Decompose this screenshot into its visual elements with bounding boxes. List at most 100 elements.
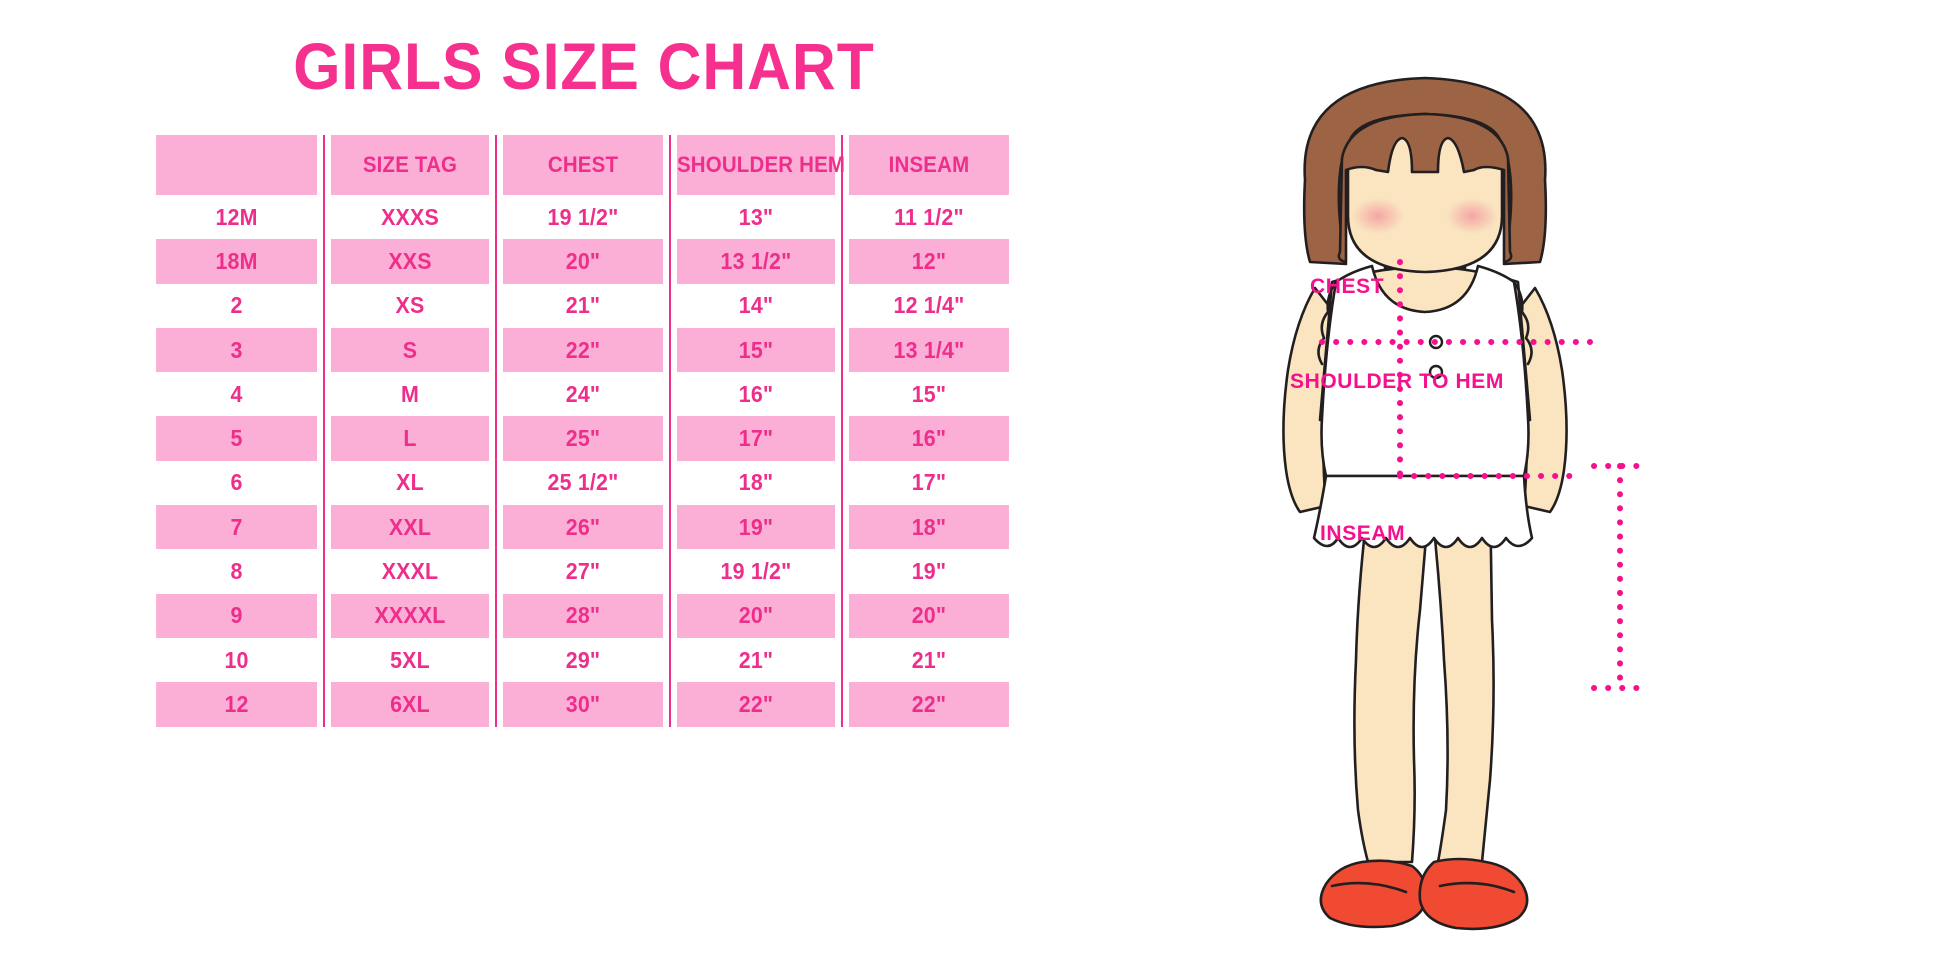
cell-size-tag: XXXL bbox=[329, 549, 490, 594]
table-row: 18M XXS 20" 13 1/2" 12" bbox=[150, 239, 1015, 284]
cell-size-tag: XS bbox=[329, 283, 490, 328]
cell-chest: 24" bbox=[501, 372, 664, 417]
cell-inseam: 11 1/2" bbox=[847, 195, 1009, 240]
inseam-measurement-label: INSEAM bbox=[1320, 522, 1406, 545]
cell-size: 8 bbox=[156, 549, 318, 594]
cell-inseam: 22" bbox=[847, 682, 1009, 727]
cell-size-tag: XXS bbox=[329, 239, 490, 284]
cell-size-tag: XXXS bbox=[329, 195, 490, 240]
cell-inseam: 15" bbox=[847, 372, 1009, 417]
hair-bangs bbox=[1337, 112, 1513, 264]
table-body: 12M XXXS 19 1/2" 13" 11 1/2" 18M XXS 20" 13 1/2"… bbox=[150, 195, 1015, 727]
cell-size: 7 bbox=[156, 505, 318, 550]
cell-inseam: 13 1/4" bbox=[847, 327, 1009, 373]
cell-shoulder-hem: 14" bbox=[675, 283, 836, 328]
cell-inseam: 17" bbox=[847, 460, 1009, 506]
cell-inseam: 19" bbox=[847, 549, 1009, 594]
cell-chest: 20" bbox=[501, 239, 664, 284]
table-row: 5 L 25" 17" 16" bbox=[150, 416, 1015, 461]
cell-chest: 26" bbox=[501, 505, 664, 550]
column-header-shoulder-hem: SHOULDER HEM bbox=[675, 135, 845, 195]
cell-inseam: 12" bbox=[847, 239, 1009, 284]
table-row: 7 XXL 26" 19" 18" bbox=[150, 505, 1015, 550]
shirt bbox=[1320, 264, 1530, 478]
cell-shoulder-hem: 19 1/2" bbox=[675, 549, 836, 594]
table-row: 4 M 24" 16" 15" bbox=[150, 372, 1015, 417]
left-leg bbox=[1353, 488, 1432, 864]
cell-size-tag: 6XL bbox=[329, 682, 490, 727]
cell-size-tag: XXL bbox=[329, 505, 490, 550]
cell-inseam: 16" bbox=[847, 416, 1009, 461]
cell-size-tag: M bbox=[329, 372, 490, 417]
cell-inseam: 20" bbox=[847, 593, 1009, 638]
cell-size: 9 bbox=[156, 593, 318, 638]
cell-inseam: 12 1/4" bbox=[847, 283, 1009, 328]
cell-size-tag: XXXXL bbox=[329, 593, 490, 638]
column-header-chest: CHEST bbox=[501, 135, 664, 195]
cell-size: 4 bbox=[156, 372, 318, 417]
cell-shoulder-hem: 13 1/2" bbox=[675, 239, 836, 284]
size-chart-table: SIZE TAG CHEST SHOULDER HEM INSEAM 12M XX… bbox=[150, 135, 1015, 727]
column-header-size bbox=[156, 135, 318, 195]
button-lower bbox=[1428, 364, 1444, 380]
cell-size: 5 bbox=[156, 416, 318, 461]
table-row: 12 6XL 30" 22" 22" bbox=[150, 682, 1015, 727]
cell-size: 18M bbox=[156, 239, 318, 284]
chest-measurement-label: CHEST bbox=[1310, 275, 1385, 298]
cell-size: 12 bbox=[156, 682, 318, 727]
cell-chest: 30" bbox=[501, 682, 664, 727]
column-header-size-tag: SIZE TAG bbox=[329, 135, 490, 195]
cell-size: 6 bbox=[156, 460, 318, 506]
cell-size: 10 bbox=[156, 637, 318, 683]
left-shoe bbox=[1319, 859, 1428, 929]
cell-size-tag: S bbox=[329, 327, 490, 373]
button-upper bbox=[1428, 334, 1444, 350]
table-row: 2 XS 21" 14" 12 1/4" bbox=[150, 283, 1015, 328]
table-header-row: SIZE TAG CHEST SHOULDER HEM INSEAM bbox=[150, 135, 1015, 195]
cell-chest: 19 1/2" bbox=[501, 195, 664, 240]
column-header-inseam: INSEAM bbox=[847, 135, 1009, 195]
cell-chest: 27" bbox=[501, 549, 664, 594]
girl-illustration: CHEST SHOULDER TO HEM INSEAM bbox=[1100, 20, 1946, 960]
cell-size: 2 bbox=[156, 283, 318, 328]
left-shoulder-ruffle bbox=[1317, 280, 1338, 366]
shoulder-to-hem-measurement-label: SHOULDER TO HEM bbox=[1290, 370, 1504, 393]
cell-shoulder-hem: 15" bbox=[675, 327, 836, 373]
cell-size: 12M bbox=[156, 195, 318, 240]
table-row: 6 XL 25 1/2" 18" 17" bbox=[150, 460, 1015, 506]
left-blush bbox=[1352, 198, 1404, 234]
cell-size-tag: L bbox=[329, 416, 490, 461]
right-shoe bbox=[1418, 857, 1529, 931]
right-leg bbox=[1428, 488, 1495, 864]
table-header: SIZE TAG CHEST SHOULDER HEM INSEAM bbox=[150, 135, 1015, 195]
cell-size: 3 bbox=[156, 327, 318, 373]
skirt bbox=[1312, 474, 1534, 549]
cell-shoulder-hem: 21" bbox=[675, 637, 836, 683]
girl-figure-svg bbox=[1282, 76, 1651, 931]
cell-shoulder-hem: 16" bbox=[675, 372, 836, 417]
cell-size-tag: 5XL bbox=[329, 637, 490, 683]
cell-size-tag: XL bbox=[329, 460, 490, 506]
right-blush bbox=[1446, 198, 1498, 234]
cell-chest: 29" bbox=[501, 637, 664, 683]
right-shoe-strap bbox=[1438, 881, 1516, 894]
table-row: 10 5XL 29" 21" 21" bbox=[150, 637, 1015, 683]
page-title: GIRLS SIZE CHART bbox=[293, 29, 875, 103]
table-row: 9 XXXXL 28" 20" 20" bbox=[150, 593, 1015, 638]
cell-shoulder-hem: 22" bbox=[675, 682, 836, 727]
table-row: 3 S 22" 15" 13 1/4" bbox=[150, 327, 1015, 373]
cell-inseam: 18" bbox=[847, 505, 1009, 550]
table-row: 8 XXXL 27" 19 1/2" 19" bbox=[150, 549, 1015, 594]
cell-shoulder-hem: 18" bbox=[675, 460, 836, 506]
cell-chest: 28" bbox=[501, 593, 664, 638]
cell-chest: 25 1/2" bbox=[501, 460, 664, 506]
cell-shoulder-hem: 13" bbox=[675, 195, 836, 240]
right-shoulder-ruffle bbox=[1512, 280, 1533, 366]
left-shoe-strap bbox=[1330, 881, 1408, 894]
cell-shoulder-hem: 17" bbox=[675, 416, 836, 461]
cell-shoulder-hem: 19" bbox=[675, 505, 836, 550]
cell-shoulder-hem: 20" bbox=[675, 593, 836, 638]
table-row: 12M XXXS 19 1/2" 13" 11 1/2" bbox=[150, 195, 1015, 240]
cell-inseam: 21" bbox=[847, 637, 1009, 683]
